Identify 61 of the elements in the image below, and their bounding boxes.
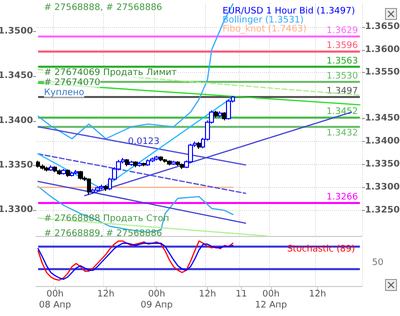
y-tick-label: 1.3450 <box>365 114 400 124</box>
y-tick-label: 1.3400 <box>365 136 400 147</box>
x-tick-label: 11 <box>236 290 248 300</box>
candlestick <box>44 166 49 172</box>
x-tick-label: 00h 08 Апр <box>39 290 72 310</box>
annotation: Куплено <box>44 88 85 98</box>
candlestick <box>49 164 53 172</box>
candlestick <box>167 160 172 166</box>
candlestick <box>40 164 45 170</box>
x-tick-label: 12h <box>198 290 216 300</box>
candlestick <box>150 157 155 163</box>
text: 50 <box>372 258 384 268</box>
candlestick <box>176 160 180 166</box>
candlestick <box>70 171 74 177</box>
candlestick <box>218 110 222 118</box>
candlestick <box>74 169 78 175</box>
candlestick <box>66 168 70 178</box>
candlestick <box>99 184 104 190</box>
candlestick <box>197 141 201 150</box>
y-tick-label: 1.3600 <box>365 44 400 55</box>
ref-line-label: 1.3452 <box>326 107 358 118</box>
y-tick-label: 1.3550 <box>365 68 400 78</box>
text: Stochastic (89) <box>287 244 356 254</box>
candlestick <box>61 168 66 176</box>
ref-line-label: 1.3497 <box>326 86 358 97</box>
y-tick-label: 1.3250 <box>365 205 400 216</box>
candlestick <box>188 143 193 164</box>
candlestick <box>125 158 129 167</box>
ref-line-label: 1.3432 <box>326 128 358 138</box>
candlestick <box>171 160 176 166</box>
candlestick <box>137 162 142 168</box>
annotation: # 27668889, # 27568886 <box>44 229 162 239</box>
candlestick <box>154 155 159 161</box>
candlestick <box>159 156 163 162</box>
y-tick-label: 1.3300 <box>365 182 400 192</box>
text: Fibo_knot (1.7463) <box>222 24 307 34</box>
y-tick-label: 1.3650 <box>365 22 400 32</box>
candlestick <box>53 166 57 173</box>
annotation: # 27674070 <box>44 78 100 88</box>
x-tick-label: 12h <box>308 290 326 300</box>
ref-line-label: 1.3596 <box>326 41 358 52</box>
ref-line-label: 1.3530 <box>326 71 358 82</box>
candlestick <box>180 163 184 170</box>
ref-line-label: 1.3266 <box>326 192 358 202</box>
candlestick <box>104 184 108 192</box>
candlestick <box>133 160 138 168</box>
candlestick <box>142 162 146 167</box>
candlestick <box>214 110 218 118</box>
candlestick <box>129 160 134 166</box>
y-tick-label: 1.3350 <box>365 159 400 170</box>
x-tick-label: 12h <box>97 290 114 300</box>
annotation: # 27568888, # 27568886 <box>44 3 162 13</box>
ref-line-label: 1.3629 <box>326 26 358 36</box>
candlestick <box>78 170 83 180</box>
ref-line-label: 1.3563 <box>326 56 358 66</box>
candlestick <box>95 186 100 192</box>
candlestick <box>226 98 231 120</box>
x-tick-label: 00h 12 Апр <box>254 290 288 310</box>
x-tick-label: 00h 09 Апр <box>140 290 173 310</box>
annotation: 0.0123 <box>128 137 160 147</box>
annotation: # 27674069 Продать Лимит <box>44 68 177 78</box>
